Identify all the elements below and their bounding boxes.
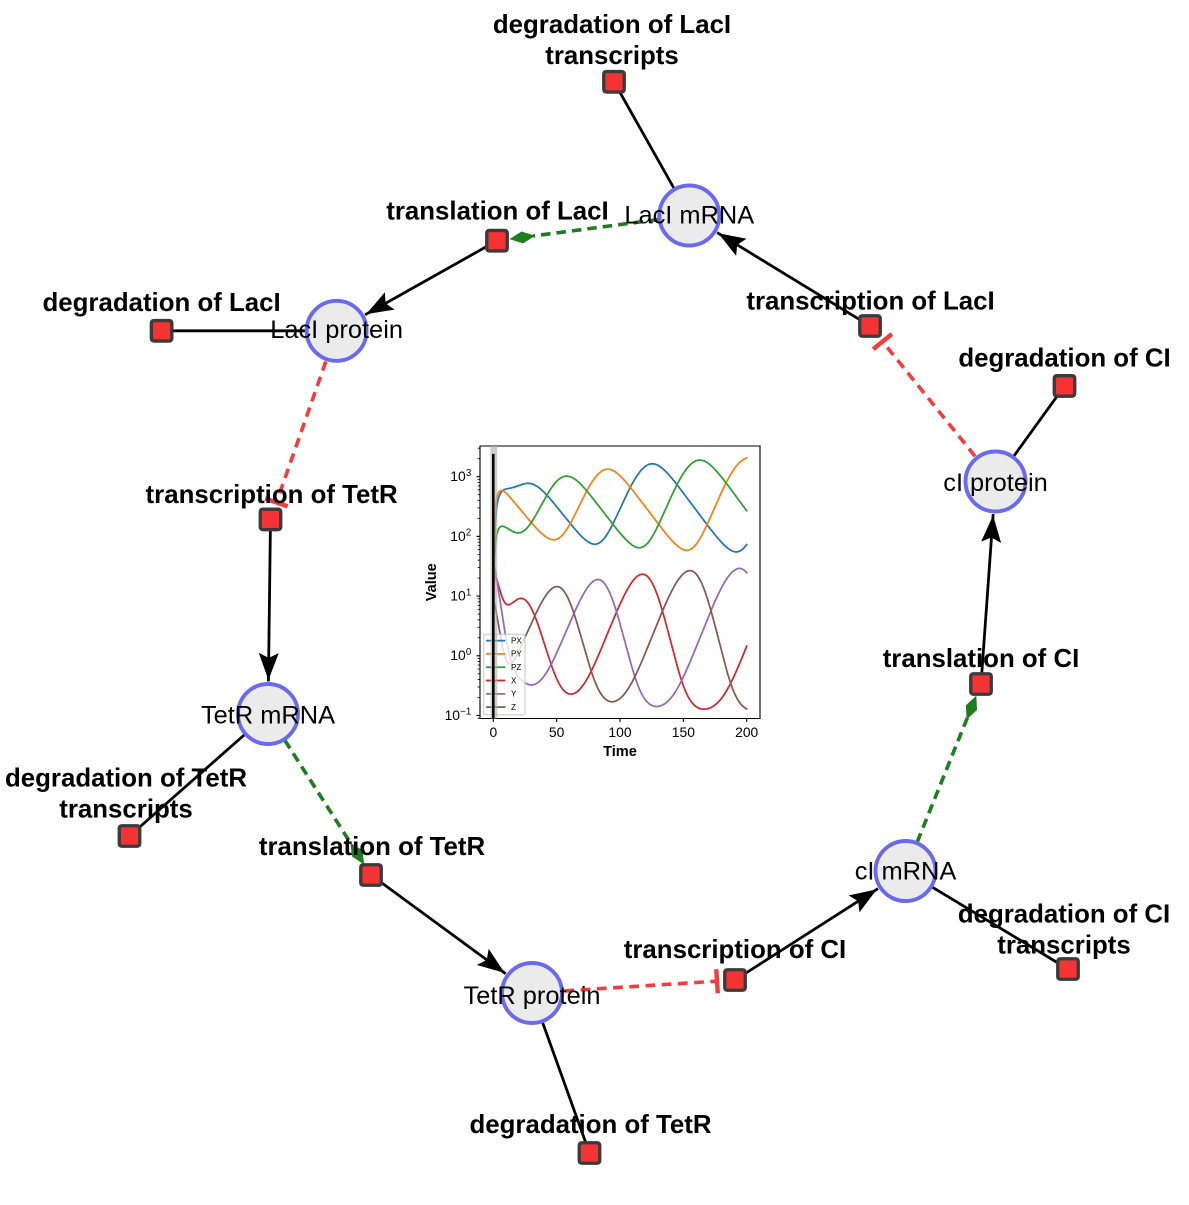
svg-text:Z: Z: [511, 703, 516, 712]
svg-text:transcription of TetR: transcription of TetR: [146, 481, 398, 509]
svg-text:degradation of CI: degradation of CI: [958, 344, 1170, 372]
svg-text:PX: PX: [511, 636, 522, 645]
svg-text:TetR protein: TetR protein: [464, 982, 601, 1010]
svg-text:150: 150: [672, 724, 695, 740]
svg-text:degradation of LacI: degradation of LacI: [493, 11, 731, 39]
svg-text:LacI mRNA: LacI mRNA: [624, 201, 754, 229]
svg-text:transcription of LacI: transcription of LacI: [746, 288, 994, 316]
svg-text:1 0 −: 1 0 − 1: [445, 695, 472, 725]
svg-text:cI mRNA: cI mRNA: [855, 857, 957, 885]
svg-text:degradation of TetR: degradation of TetR: [5, 764, 247, 792]
svg-text:0: 0: [489, 724, 497, 740]
svg-text:Y: Y: [511, 690, 517, 699]
svg-text:translation of CI: translation of CI: [883, 645, 1080, 673]
svg-text:transcripts: transcripts: [545, 42, 679, 70]
svg-text:LacI protein: LacI protein: [270, 316, 403, 344]
svg-text:1 0 2: 1 0 2: [450, 521, 471, 546]
svg-text:Value: Value: [424, 563, 440, 601]
svg-text:translation of LacI: translation of LacI: [386, 197, 608, 225]
svg-text:PY: PY: [511, 650, 522, 659]
svg-text:degradation of CI: degradation of CI: [958, 901, 1170, 929]
svg-text:transcripts: transcripts: [997, 932, 1131, 960]
svg-text:PZ: PZ: [511, 663, 521, 672]
svg-text:Time: Time: [603, 744, 637, 760]
svg-text:50: 50: [549, 724, 565, 740]
svg-text:transcription of CI: transcription of CI: [624, 936, 846, 964]
svg-text:100: 100: [608, 724, 631, 740]
svg-text:200: 200: [735, 724, 758, 740]
svg-text:cI protein: cI protein: [943, 469, 1048, 497]
svg-text:1 0 0: 1 0 0: [450, 640, 472, 665]
svg-text:TetR mRNA: TetR mRNA: [201, 701, 335, 729]
svg-text:1 0 1: 1 0 1: [450, 580, 471, 605]
svg-text:transcripts: transcripts: [59, 795, 193, 823]
svg-text:degradation of TetR: degradation of TetR: [469, 1111, 711, 1139]
svg-text:X: X: [511, 676, 517, 685]
svg-text:degradation of LacI: degradation of LacI: [42, 289, 280, 317]
svg-text:translation of TetR: translation of TetR: [259, 833, 486, 861]
svg-text:1 0 3: 1 0 3: [450, 461, 471, 486]
